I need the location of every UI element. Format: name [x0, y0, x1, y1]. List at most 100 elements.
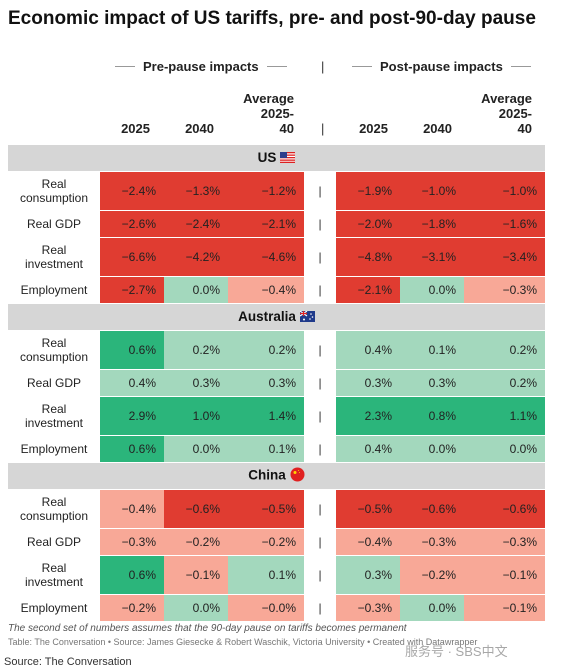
table-row: Real investment 0.6% −0.1% 0.1% | 0.3% −0.2% −0.…: [8, 555, 546, 595]
group-separator: |: [304, 330, 336, 370]
pre-value-cell: −0.4%: [228, 276, 304, 304]
post-value-cell: −0.2%: [400, 555, 464, 595]
group-separator: |: [304, 528, 336, 556]
pre-value-cell: 0.0%: [164, 435, 228, 463]
row-label-line: Employment: [20, 442, 88, 456]
section-header: Australia: [8, 303, 546, 331]
pre-value-cell: −0.6%: [164, 489, 228, 529]
australia-flag-icon: [299, 310, 315, 325]
us-flag-icon: [280, 151, 296, 166]
post-value-cell: 0.0%: [400, 435, 464, 463]
group-separator: |: [304, 594, 336, 622]
pre-value-cell: −0.4%: [100, 489, 164, 529]
page-title: Economic impact of US tariffs, pre- and …: [8, 8, 536, 29]
table-row: Real GDP −2.6% −2.4% −2.1% | −2.0% −1.8% −1.6%: [8, 210, 546, 238]
table-row: Real GDP −0.3% −0.2% −0.2% | −0.4% −0.3% −0.3%: [8, 528, 546, 556]
divider-line: [510, 66, 531, 67]
row-label: Employment: [8, 435, 100, 463]
pre-value-cell: 0.1%: [228, 435, 304, 463]
row-label-line: Employment: [20, 283, 88, 297]
row-label: Real GDP: [8, 210, 100, 238]
col-avg-line: Average: [243, 91, 294, 106]
pre-value-cell: 0.6%: [100, 555, 164, 595]
pre-value-cell: −2.7%: [100, 276, 164, 304]
section-name: China: [248, 467, 286, 483]
table-row: Real consumption 0.6% 0.2% 0.2% | 0.4% 0.1% 0.2%: [8, 330, 546, 370]
post-value-cell: 0.2%: [464, 330, 546, 370]
post-value-cell: −0.3%: [464, 528, 546, 556]
post-value-cell: −1.9%: [336, 171, 400, 211]
pre-value-cell: −0.3%: [100, 528, 164, 556]
row-label-line: Real GDP: [26, 535, 82, 549]
row-label-line: consumption: [19, 350, 89, 364]
group-separator: |: [304, 171, 336, 211]
table-row: Employment −0.2% 0.0% −0.0% | −0.3% 0.0% −0.1%: [8, 594, 546, 622]
row-label-line: Real: [41, 402, 67, 416]
row-label-line: consumption: [19, 191, 89, 205]
pre-value-cell: 0.0%: [164, 276, 228, 304]
pre-value-cell: −1.3%: [164, 171, 228, 211]
group-separator: |: [304, 555, 336, 595]
post-value-cell: 0.2%: [464, 369, 546, 397]
table-row: Employment −2.7% 0.0% −0.4% | −2.1% 0.0% −0.3%: [8, 276, 546, 304]
pre-value-cell: 1.4%: [228, 396, 304, 436]
post-value-cell: 1.1%: [464, 396, 546, 436]
post-value-cell: −0.1%: [464, 555, 546, 595]
row-label-line: Real: [41, 336, 67, 350]
post-pause-header: Post-pause impacts: [352, 59, 531, 74]
post-value-cell: −1.0%: [400, 171, 464, 211]
post-value-cell: −2.1%: [336, 276, 400, 304]
col-avg-line: 40: [279, 121, 294, 136]
post-value-cell: −1.6%: [464, 210, 546, 238]
table-row: Real investment 2.9% 1.0% 1.4% | 2.3% 0.8% 1.1%: [8, 396, 546, 436]
post-value-cell: −0.3%: [400, 528, 464, 556]
pre-value-cell: 0.3%: [164, 369, 228, 397]
row-label: Real investment: [8, 237, 100, 277]
col-avg-line: 2025-: [260, 106, 294, 121]
row-label-line: Real: [41, 177, 67, 191]
col-avg-line: Average: [481, 91, 532, 106]
section-header: China: [8, 462, 546, 490]
pre-value-cell: −0.2%: [164, 528, 228, 556]
pre-value-cell: 0.4%: [100, 369, 164, 397]
post-value-cell: 0.0%: [464, 435, 546, 463]
section-header: US: [8, 145, 546, 172]
row-label: Real consumption: [8, 330, 100, 370]
group-separator: |: [304, 210, 336, 238]
row-label-line: Real: [41, 495, 67, 509]
divider-line: [115, 66, 135, 67]
pre-value-cell: −0.2%: [228, 528, 304, 556]
group-separator: |: [304, 276, 336, 304]
post-value-cell: −4.8%: [336, 237, 400, 277]
row-label-line: Real: [41, 243, 67, 257]
post-pause-label: Post-pause impacts: [380, 59, 503, 74]
post-value-cell: 0.3%: [400, 369, 464, 397]
source-line: Source: The Conversation: [4, 656, 132, 668]
row-label: Real GDP: [8, 369, 100, 397]
row-label-line: investment: [24, 257, 84, 271]
post-value-cell: 0.8%: [400, 396, 464, 436]
divider-line: [266, 66, 287, 67]
group-separator: |: [304, 489, 336, 529]
post-value-cell: 0.3%: [336, 369, 400, 397]
pre-value-cell: −0.1%: [164, 555, 228, 595]
pre-value-cell: −2.4%: [100, 171, 164, 211]
col-2025-pre: 2025: [121, 121, 150, 136]
post-value-cell: −3.4%: [464, 237, 546, 277]
pre-value-cell: 0.6%: [100, 435, 164, 463]
group-separator: |: [304, 237, 336, 277]
post-value-cell: −2.0%: [336, 210, 400, 238]
section-name: Australia: [238, 309, 296, 325]
pre-value-cell: −2.1%: [228, 210, 304, 238]
section-title: Australia: [8, 303, 546, 331]
section-title: China: [8, 462, 546, 490]
row-label: Real consumption: [8, 489, 100, 529]
post-value-cell: 0.0%: [400, 276, 464, 304]
post-value-cell: −1.8%: [400, 210, 464, 238]
row-label-line: investment: [24, 575, 84, 589]
post-value-cell: −3.1%: [400, 237, 464, 277]
pre-value-cell: 0.6%: [100, 330, 164, 370]
pre-value-cell: 0.2%: [228, 330, 304, 370]
post-value-cell: −0.4%: [336, 528, 400, 556]
pre-value-cell: 1.0%: [164, 396, 228, 436]
